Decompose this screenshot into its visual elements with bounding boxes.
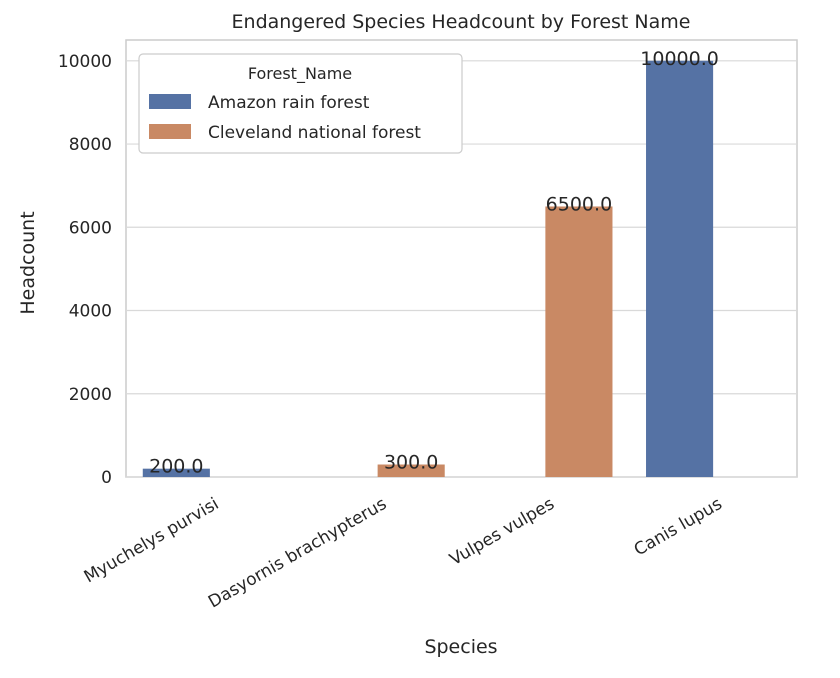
y-tick-labels: 0 2000 4000 6000 8000 10000 bbox=[58, 52, 112, 488]
x-tick-label: Vulpes vulpes bbox=[446, 494, 558, 570]
legend-label-cleveland: Cleveland national forest bbox=[208, 123, 421, 143]
data-labels: 200.0 10000.0 300.0 6500.0 bbox=[149, 48, 719, 478]
bar bbox=[377, 464, 445, 477]
y-tick-label: 8000 bbox=[69, 135, 112, 155]
legend-label-amazon: Amazon rain forest bbox=[208, 93, 370, 113]
bar bbox=[545, 206, 613, 477]
chart-title: Endangered Species Headcount by Forest N… bbox=[232, 11, 691, 33]
legend: Forest_Name Amazon rain forest Cleveland… bbox=[138, 53, 463, 154]
x-axis-label: Species bbox=[424, 636, 497, 658]
y-tick-label: 4000 bbox=[69, 302, 112, 322]
x-tick-label: Myuchelys purvisi bbox=[81, 494, 223, 587]
y-tick-label: 2000 bbox=[69, 385, 112, 405]
legend-title: Forest_Name bbox=[248, 64, 352, 84]
legend-swatch-amazon bbox=[149, 94, 191, 109]
bar bbox=[646, 60, 714, 478]
data-label: 200.0 bbox=[149, 456, 203, 478]
bars bbox=[142, 60, 714, 478]
data-label: 300.0 bbox=[384, 452, 438, 474]
y-tick-label: 10000 bbox=[58, 52, 112, 72]
x-tick-label: Canis lupus bbox=[631, 494, 726, 560]
y-tick-label: 0 bbox=[101, 468, 112, 488]
data-label: 10000.0 bbox=[640, 48, 719, 70]
bar bbox=[142, 468, 210, 477]
y-axis-label: Headcount bbox=[17, 211, 39, 314]
legend-swatch-cleveland bbox=[149, 124, 191, 139]
legend-box bbox=[138, 53, 463, 154]
x-tick-label: Dasyornis brachypterus bbox=[205, 494, 390, 612]
y-tick-label: 6000 bbox=[69, 218, 112, 238]
data-label: 6500.0 bbox=[546, 193, 612, 215]
